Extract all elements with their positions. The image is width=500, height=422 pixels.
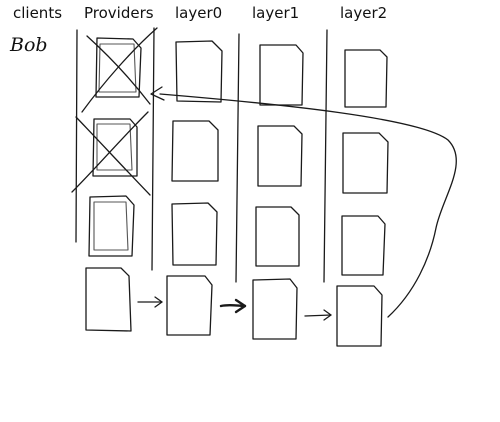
client-name: Bob (10, 34, 48, 56)
header-layer0: layer0 (175, 4, 223, 22)
layer1-card-4 (252, 278, 298, 340)
provider-card-4 (85, 267, 132, 332)
divider-layer0-right (235, 33, 240, 283)
layer2-card-3 (341, 215, 386, 276)
layer0-card-2 (171, 120, 219, 182)
layer2-card-2 (342, 132, 389, 194)
layer0-card-4 (166, 275, 213, 336)
arrow-layer1-to-layer2 (304, 309, 332, 321)
arrow-providers-to-layer0 (137, 296, 163, 308)
layer0-card-3 (171, 202, 218, 266)
divider-layer1-right (323, 29, 328, 283)
provider-card-2 (92, 118, 138, 177)
layer1-card-1 (259, 44, 304, 106)
layer2-card-4 (336, 285, 383, 347)
cross-out-mark-1 (81, 27, 158, 113)
header-clients: clients (13, 4, 63, 22)
arrow-layer0-to-layer1 (219, 298, 247, 314)
layer1-card-2 (257, 125, 303, 187)
divider-providers-right (151, 27, 155, 271)
layer2-card-1 (344, 49, 388, 108)
header-layer1: layer1 (252, 4, 300, 22)
layer1-card-3 (255, 206, 300, 267)
header-providers: Providers (84, 4, 154, 22)
divider-providers-left (75, 29, 78, 243)
provider-card-3 (88, 195, 135, 257)
feedback-arrow-layer2-to-providers (150, 86, 457, 318)
header-layer2: layer2 (340, 4, 388, 22)
cross-out-mark-2 (71, 111, 151, 196)
layer0-card-1 (175, 40, 223, 103)
